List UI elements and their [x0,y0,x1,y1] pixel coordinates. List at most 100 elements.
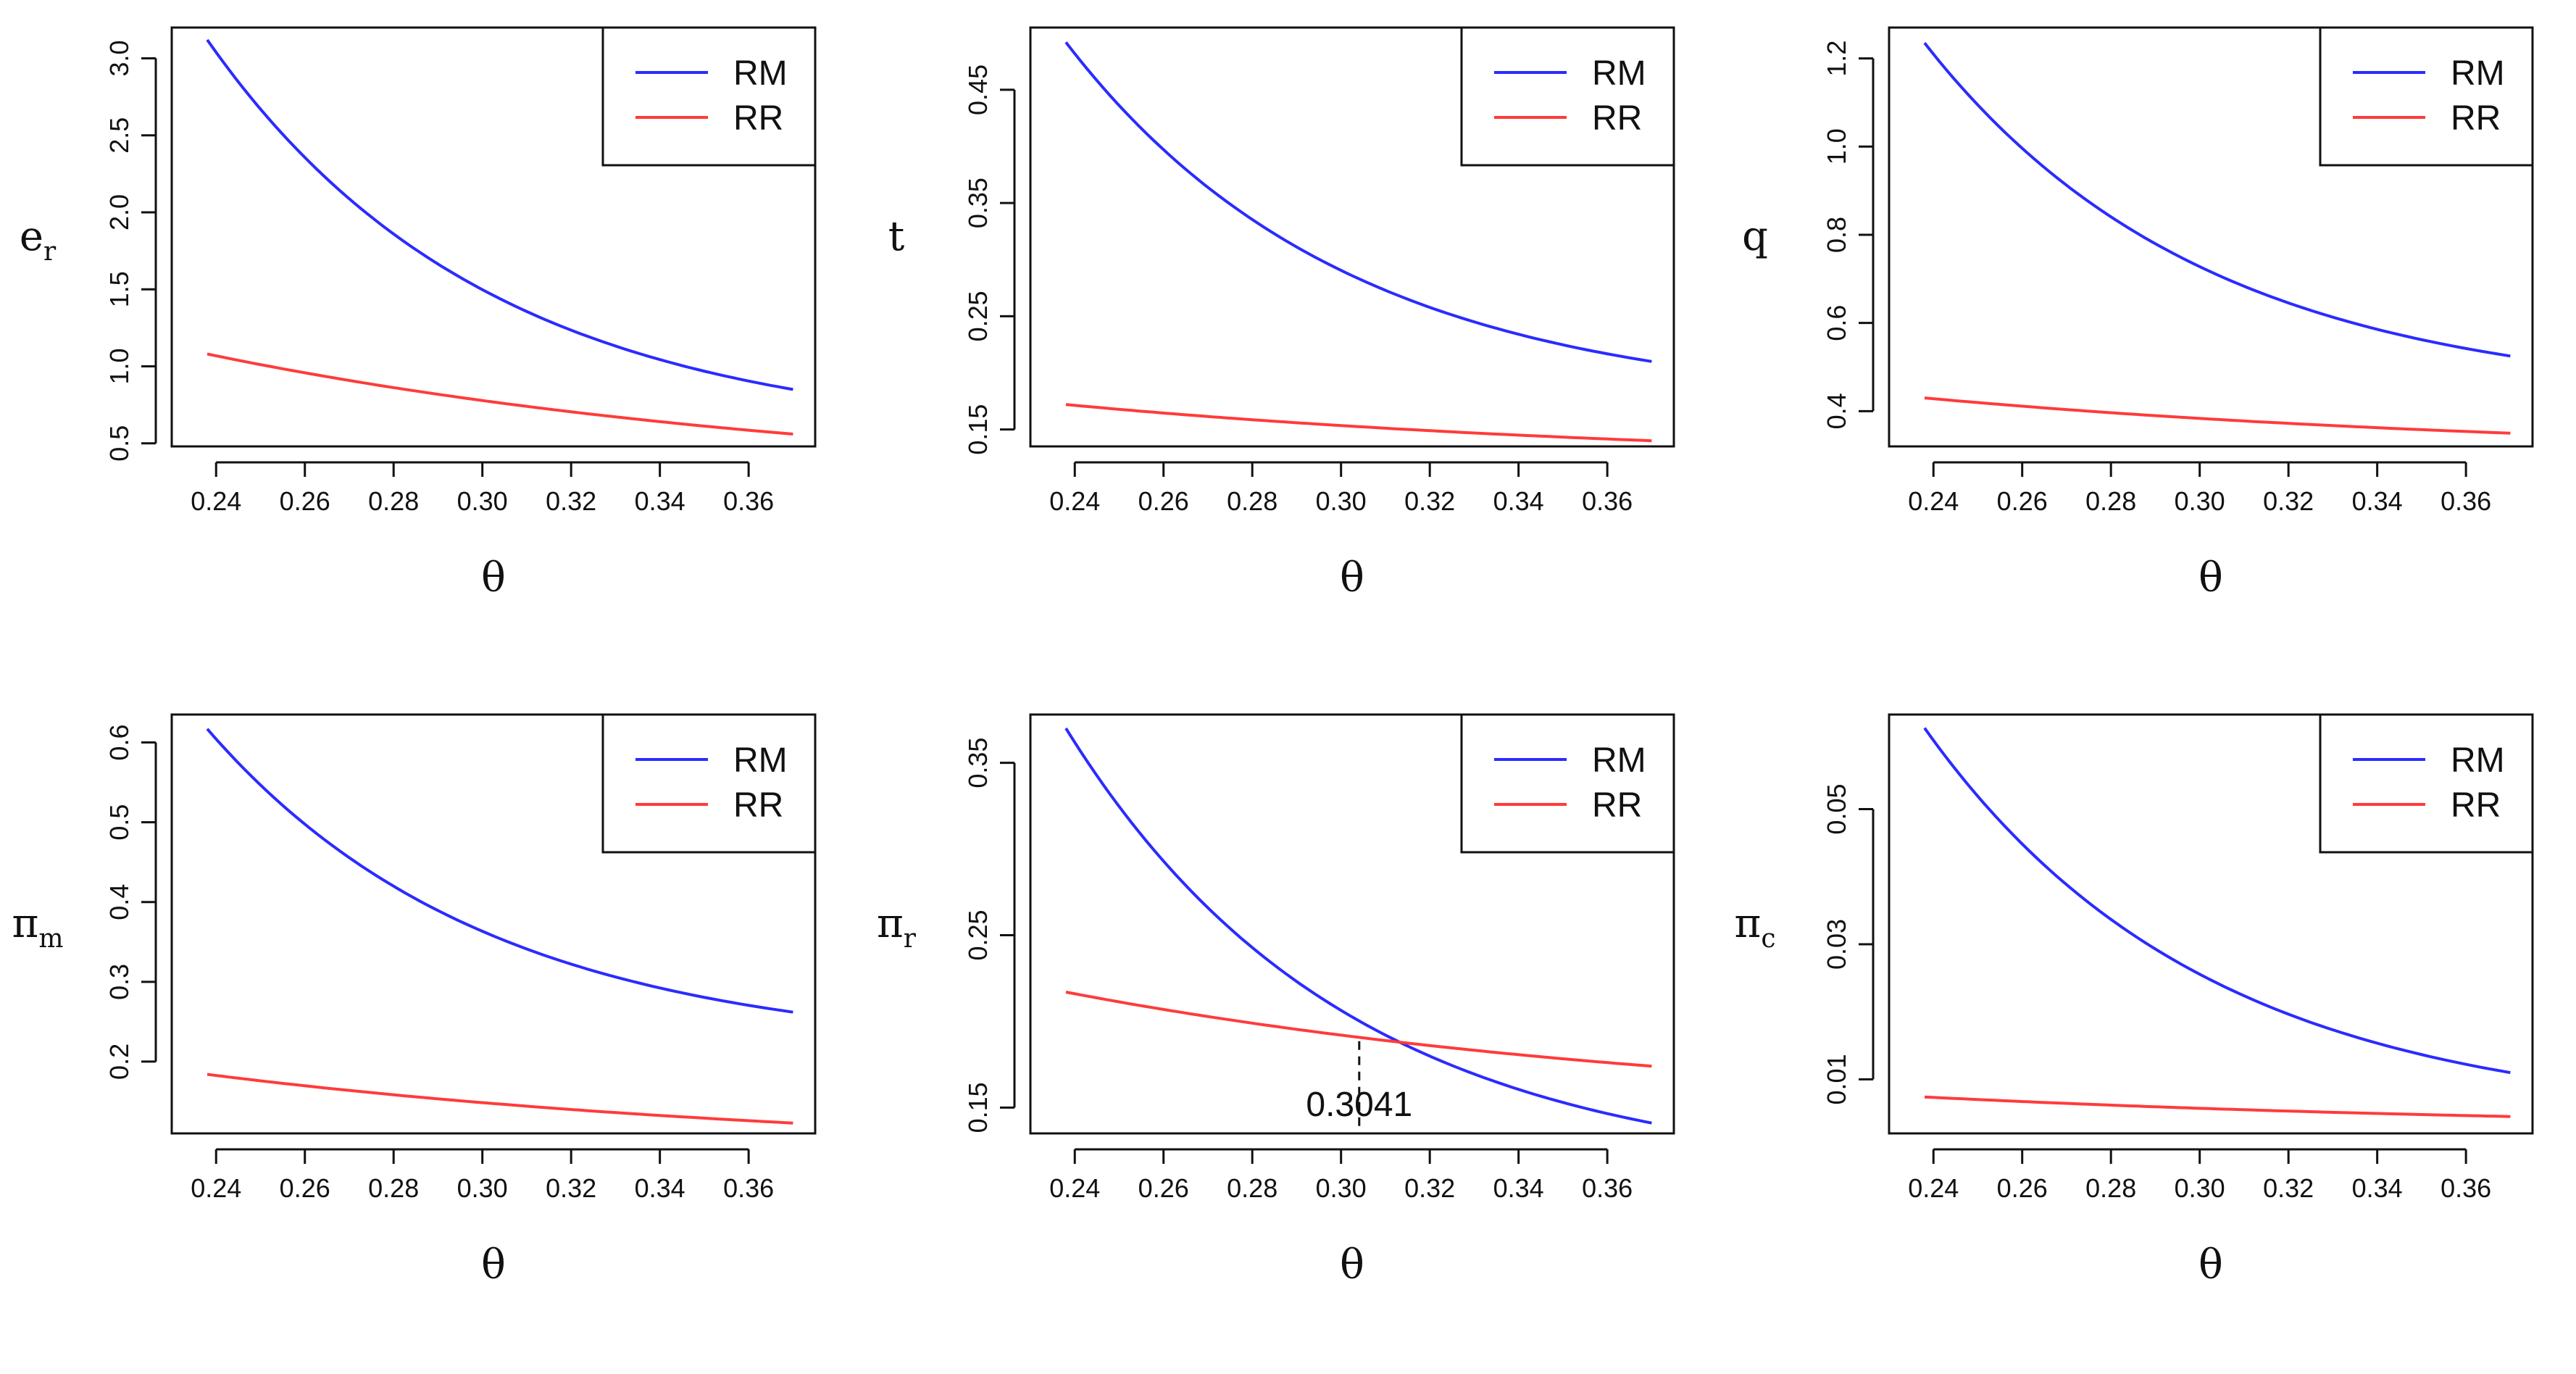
x-tick-label: 0.26 [1138,486,1189,516]
legend-label-rr: RR [1592,99,1642,138]
x-axis-title: θ [1340,1241,1364,1288]
y-tick-label: 0.01 [1822,1054,1851,1104]
x-tick-label: 0.36 [723,1173,774,1203]
legend: RM RR [2319,713,2534,854]
x-tick-label: 0.26 [1997,1173,2048,1203]
x-tick-label: 0.24 [1049,486,1100,516]
legend: RM RR [2319,26,2534,167]
plot-frame [170,713,817,1135]
x-tick-label: 0.30 [1316,486,1367,516]
y-axis-title-main: e [20,213,43,260]
legend-label-rr: RR [2451,786,2501,825]
x-tick-label: 0.32 [1404,1173,1455,1203]
y-tick-label: 0.6 [1822,305,1851,341]
x-tick-label: 0.24 [1908,1173,1959,1203]
x-tick-label: 0.26 [280,1173,330,1203]
crossing-value-label: 0.3041 [1306,1086,1412,1124]
x-axis-title: θ [481,554,506,601]
x-tick-label: 0.36 [1582,1173,1633,1203]
legend: RM RR [601,713,817,854]
x-tick-label: 0.24 [1908,486,1959,516]
x-tick-label: 0.30 [2175,486,2225,516]
x-tick-label: 0.26 [1138,1173,1189,1203]
x-tick-label: 0.34 [635,1173,685,1203]
x-tick-label: 0.34 [2352,486,2403,516]
x-tick-label: 0.36 [723,486,774,516]
x-tick-label: 0.34 [1493,1173,1544,1203]
x-tick-label: 0.24 [1049,1173,1100,1203]
y-axis-title: t [888,213,905,260]
legend-label-rm: RM [1592,741,1646,780]
x-tick-label: 0.32 [2263,1173,2314,1203]
x-tick-label: 0.24 [191,486,241,516]
legend-label-rm: RM [1592,54,1646,93]
legend-box [601,26,817,167]
x-tick-label: 0.30 [457,486,508,516]
legend-label-rr: RR [1592,786,1642,825]
x-tick-label: 0.28 [368,486,419,516]
y-axis-title: πr [877,900,917,954]
x-tick-label: 0.26 [280,486,330,516]
legend-label-rm: RM [733,741,788,780]
legend-label-rr: RR [733,99,783,138]
series-line-rm [1923,727,2511,1075]
chart-panel-bottom-middle: 0.24 0.26 0.28 0.30 0.32 0.34 0.36 0.15 0.25 0.35… [877,713,1675,1288]
legend-box [601,713,817,854]
y-axis-title-subscript: r [904,924,917,954]
y-tick-label: 0.15 [963,1082,993,1133]
y-tick-label: 0.8 [1822,217,1851,253]
legend-label-rm: RM [2451,54,2505,93]
x-tick-label: 0.30 [2175,1173,2225,1203]
y-tick-label: 0.25 [963,291,993,341]
chart-panel-top-middle: 0.24 0.26 0.28 0.30 0.32 0.34 0.36 0.15 0.25 0.35… [888,26,1675,601]
y-tick-label: 0.4 [1822,393,1851,429]
legend-box [2319,26,2534,167]
y-axis-title-main: π [12,900,39,947]
y-tick-label: 0.5 [104,425,134,462]
series-line-rm [1064,41,1652,363]
y-axis-title: q [1742,213,1768,260]
y-axis-title-main: π [877,900,904,947]
y-tick-label: 0.4 [104,884,134,920]
x-tick-label: 0.36 [1582,486,1633,516]
series-line-rm [1064,727,1652,1125]
chart-panel-bottom-right: 0.24 0.26 0.28 0.30 0.32 0.34 0.36 0.01 0.03 0.05… [1735,713,2534,1288]
x-tick-label: 0.36 [2440,486,2491,516]
plot-frame [1029,713,1675,1135]
series-line-rr [1924,396,2511,435]
y-axis-title-subscript: r [43,237,57,267]
chart-panel-top-right: 0.24 0.26 0.28 0.30 0.32 0.34 0.36 0.4 0.6 0.8 1.0… [1742,26,2534,601]
x-tick-label: 0.28 [1227,1173,1277,1203]
x-tick-label: 0.30 [1316,1173,1367,1203]
x-tick-label: 0.30 [457,1173,508,1203]
series-line-rr [207,1073,793,1125]
x-tick-label: 0.26 [1997,486,2048,516]
x-axis-title: θ [481,1241,506,1288]
y-axis-title-subscript: c [1761,924,1775,954]
y-tick-label: 0.2 [104,1044,134,1080]
y-tick-label: 0.5 [104,804,134,841]
legend-label-rm: RM [733,54,788,93]
y-axis-title-main: t [888,213,905,260]
y-tick-label: 0.25 [963,909,993,960]
x-tick-label: 0.28 [1227,486,1277,516]
x-axis-title: θ [2198,554,2223,601]
x-tick-label: 0.34 [2352,1173,2403,1203]
x-tick-label: 0.28 [2085,486,2136,516]
x-tick-label: 0.24 [191,1173,241,1203]
y-axis-title: πc [1735,900,1776,954]
legend-box [2319,713,2534,854]
y-tick-label: 0.45 [963,64,993,115]
series-line-rr [1924,1095,2511,1118]
y-axis-title: πm [12,900,64,954]
y-tick-label: 1.0 [1822,128,1851,165]
plot-frame [1888,713,2534,1135]
x-tick-label: 0.28 [368,1173,419,1203]
x-tick-label: 0.32 [546,1173,596,1203]
plot-frame [1888,26,2534,448]
x-tick-label: 0.34 [635,486,685,516]
x-tick-label: 0.34 [1493,486,1544,516]
plot-frame [170,26,817,448]
chart-panel-bottom-left: 0.24 0.26 0.28 0.30 0.32 0.34 0.36 0.2 0.3 0.4 0.5… [12,713,817,1288]
